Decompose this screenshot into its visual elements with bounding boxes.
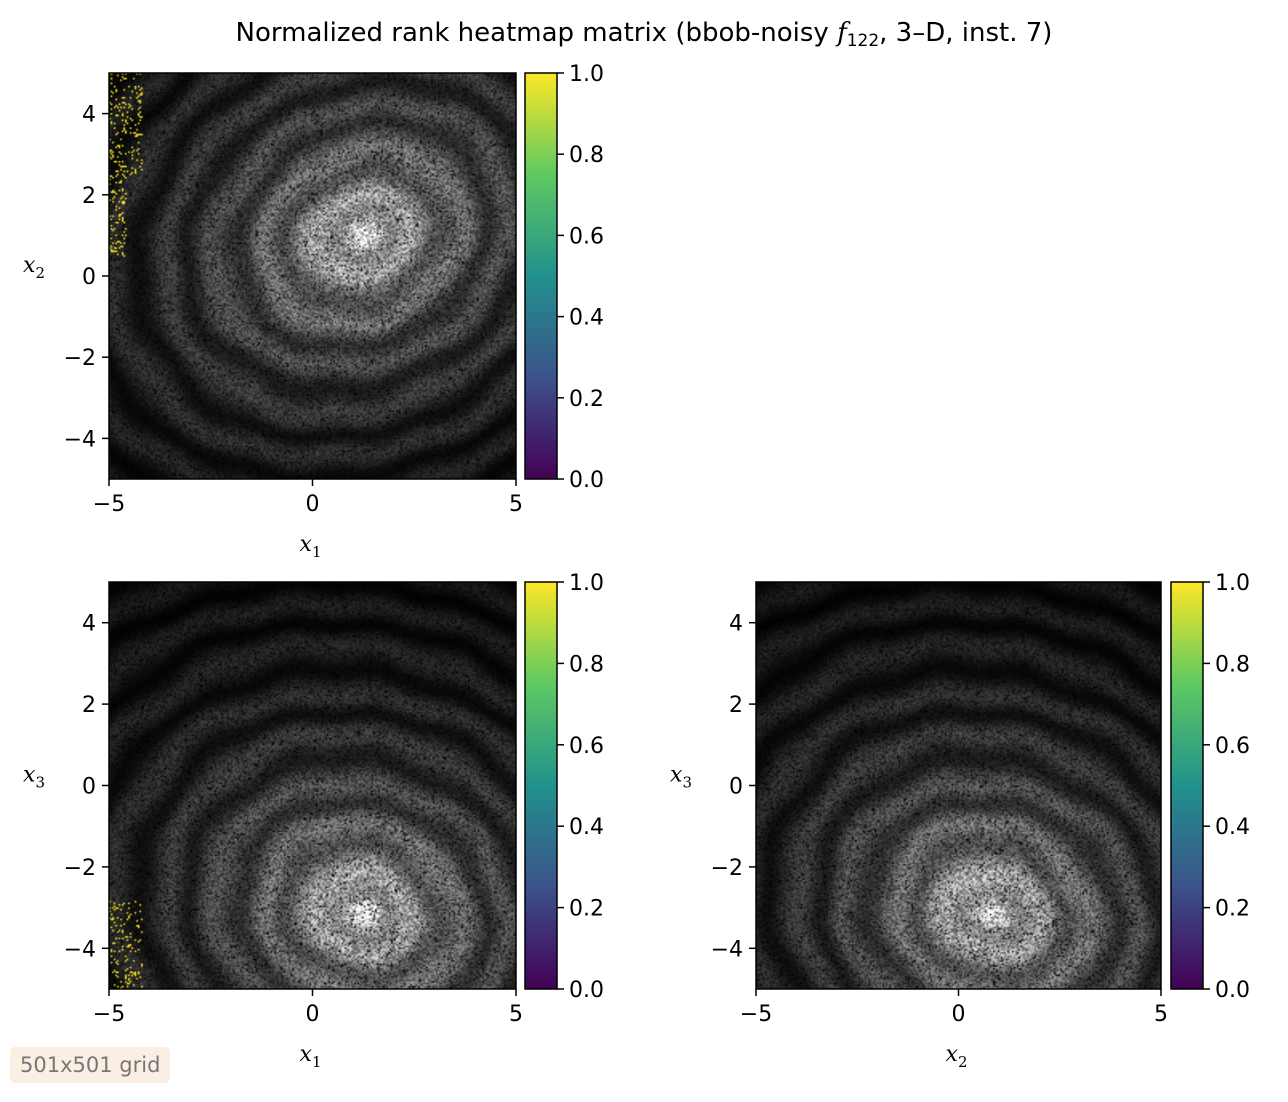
title-function-symbol: f [837,18,847,48]
y-tick-label: 4 [82,612,96,637]
colorbar-tick-label: 0.0 [1215,978,1250,1003]
colorbar-tick-label: 0.4 [1215,815,1250,840]
colorbar-gradient [525,73,557,479]
x-tick-label: −5 [93,492,125,517]
colorbar-gradient [525,582,557,989]
y-tick-label: 4 [82,103,96,128]
title-function-subscript: 122 [847,31,879,51]
colorbar-tick-label: 0.0 [569,978,604,1003]
colorbar-tick-label: 0.2 [1215,897,1250,922]
x-tick-label: 5 [509,492,523,517]
x-tick-label: 0 [952,1002,966,1027]
y-tick-label: 0 [82,775,96,800]
heatmap-image-x1-x3 [109,582,516,989]
heatmap-image-x1-x2 [109,73,516,479]
y-tick-label: 4 [729,612,743,637]
colorbar-tick-label: 0.6 [569,224,604,249]
colorbar-tick-label: 0.4 [569,306,604,331]
colorbar-tick-label: 0.8 [1215,652,1250,677]
colorbar-tick-label: 1.0 [1215,571,1250,596]
y-tick-label: 2 [82,693,96,718]
heatmap-panel-x1-x3: −5 0 5 −4 −2 0 2 4 x1 x3 0.0 0.2 0.4 0.6 0.8 1.0 [23,571,604,1071]
y-tick-label: −4 [64,427,96,452]
heatmap-panel-x2-x3: −5 0 5 −4 −2 0 2 4 x2 x3 0.0 0.2 0.4 0.6 0.8 1.0 [670,571,1250,1071]
colorbar-tick-label: 0.8 [569,143,604,168]
heatmap-image-x2-x3 [756,582,1161,989]
y-axis-label: x2 [23,253,45,282]
y-tick-label: −2 [711,856,743,881]
heatmap-panel-x1-x2: −5 0 5 −4 −2 0 2 4 x1 x2 0.0 0.2 0.4 0.6 0.8 1.0 [23,62,604,561]
x-axis-label: x1 [300,1042,322,1071]
colorbar-tick-label: 1.0 [569,571,604,596]
y-tick-label: 0 [729,775,743,800]
colorbar-x1-x2: 0.0 0.2 0.4 0.6 0.8 1.0 [525,62,604,493]
colorbar-tick-label: 0.2 [569,897,604,922]
colorbar-x2-x3: 0.0 0.2 0.4 0.6 0.8 1.0 [1171,571,1250,1003]
colorbar-tick-label: 0.8 [569,652,604,677]
y-tick-label: −4 [64,937,96,962]
y-tick-label: 0 [82,265,96,290]
x-tick-label: 5 [1154,1002,1168,1027]
y-tick-label: 2 [82,184,96,209]
x-tick-label: 0 [306,492,320,517]
colorbar-tick-label: 0.0 [569,468,604,493]
y-axis-label: x3 [23,763,45,792]
x-axis-label: x2 [946,1042,968,1071]
x-tick-label: 0 [306,1002,320,1027]
y-tick-label: −2 [64,346,96,371]
colorbar-tick-label: 0.4 [569,815,604,840]
colorbar-tick-label: 1.0 [569,62,604,87]
x-axis-label: x1 [300,532,322,561]
y-tick-label: −2 [64,856,96,881]
title-suffix: , 3–D, inst. 7) [879,18,1052,48]
x-tick-label: 5 [509,1002,523,1027]
colorbar-gradient [1171,582,1203,989]
figure-title: Normalized rank heatmap matrix (bbob-noi… [0,18,1288,51]
y-axis-label: x3 [670,763,692,792]
x-tick-label: −5 [740,1002,772,1027]
colorbar-x1-x3: 0.0 0.2 0.4 0.6 0.8 1.0 [525,571,604,1003]
colorbar-tick-label: 0.6 [569,734,604,759]
grid-size-badge: 501x501 grid [10,1047,170,1083]
y-tick-label: 2 [729,693,743,718]
x-tick-label: −5 [93,1002,125,1027]
y-tick-label: −4 [711,937,743,962]
colorbar-tick-label: 0.6 [1215,734,1250,759]
colorbar-tick-label: 0.2 [569,387,604,412]
title-prefix: Normalized rank heatmap matrix (bbob-noi… [236,18,838,48]
